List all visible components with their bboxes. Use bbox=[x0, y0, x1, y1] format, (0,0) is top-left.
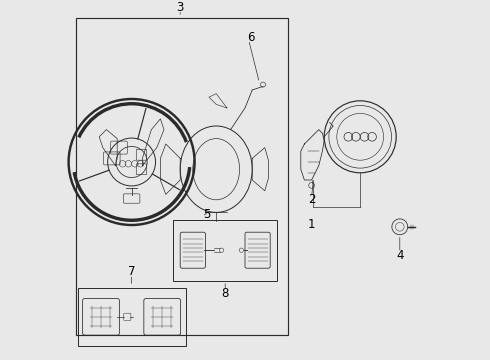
Text: 6: 6 bbox=[246, 31, 254, 44]
Text: 1: 1 bbox=[308, 219, 316, 231]
Bar bbox=[77, 288, 186, 346]
Text: 4: 4 bbox=[396, 249, 404, 262]
Bar bbox=[173, 220, 277, 281]
Bar bbox=[76, 18, 288, 335]
Text: 7: 7 bbox=[128, 265, 135, 278]
Text: 8: 8 bbox=[221, 287, 229, 300]
Text: 2: 2 bbox=[308, 193, 316, 206]
Text: 3: 3 bbox=[176, 1, 184, 14]
Text: 5: 5 bbox=[203, 208, 211, 221]
